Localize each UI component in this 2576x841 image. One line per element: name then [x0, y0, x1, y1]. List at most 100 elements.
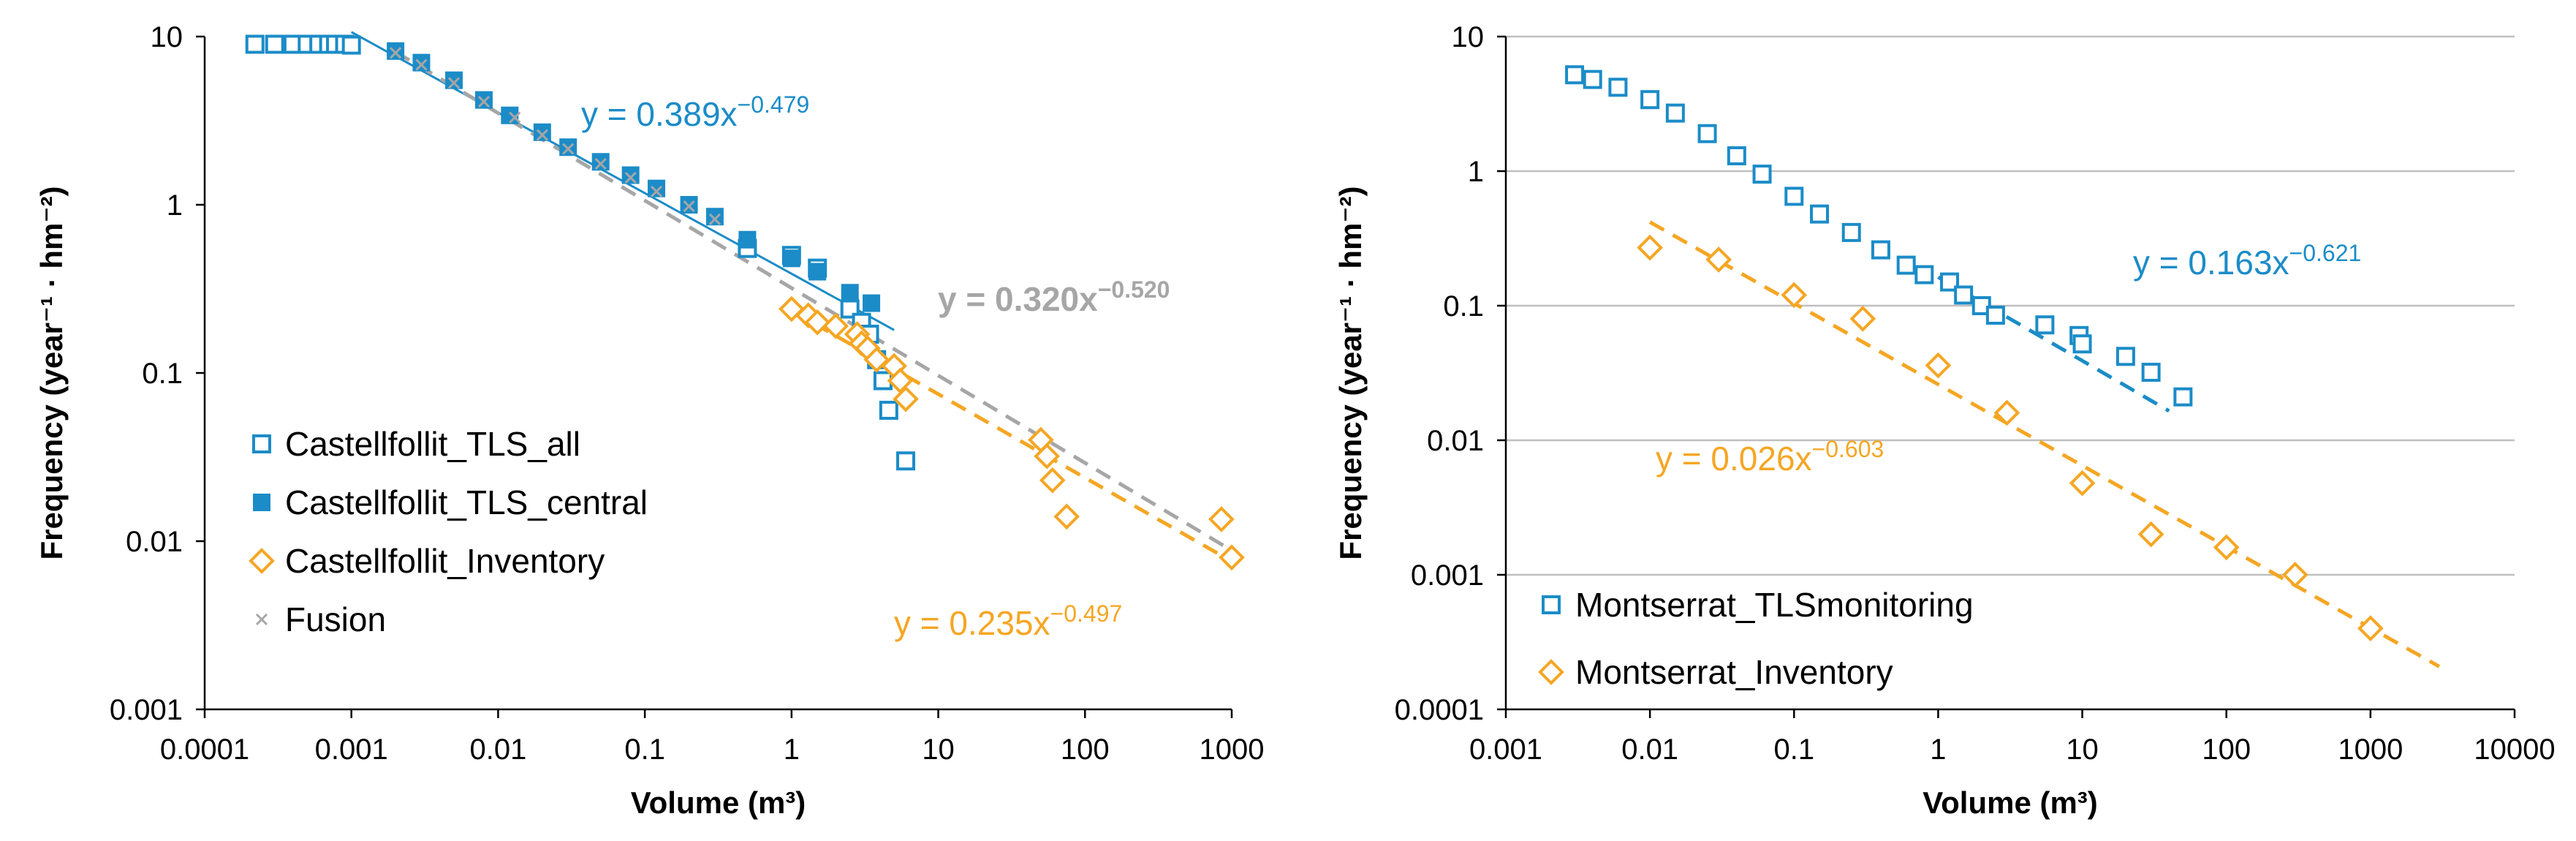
data-point [2115, 347, 2135, 366]
data-point [1871, 240, 1890, 260]
data-point [683, 200, 695, 213]
data-point [2072, 334, 2092, 354]
data-point [1841, 222, 1861, 242]
y-tick-label: 10 [151, 21, 183, 53]
y-tick-label: 0.0001 [1395, 694, 1484, 726]
data-point [501, 106, 519, 124]
y-tick-label: 10 [1452, 21, 1485, 53]
data-point [2141, 363, 2161, 382]
legend: Montserrat_TLSmonitoring Montserrat_Inven… [1538, 586, 1974, 691]
data-point [624, 171, 637, 184]
data-point [1781, 282, 1808, 309]
y-tick-label: 1 [1468, 156, 1484, 188]
legend: Castellfollit_TLS_all Castellfollit_TLS_c… [249, 425, 648, 638]
data-point [474, 91, 493, 109]
legend-marker [249, 548, 275, 574]
data-point [533, 123, 551, 141]
fit-line-tls-fit [1937, 275, 2170, 413]
data-point [2173, 387, 2193, 407]
fit-equation-label: y = 0.235x−0.497 [894, 600, 1122, 642]
x-tick-label: 1000 [1200, 733, 1265, 766]
data-point [1705, 246, 1732, 273]
legend-marker [255, 613, 268, 626]
x-tick-label: 0.001 [315, 733, 388, 766]
data-point [1697, 124, 1717, 143]
fit-equation-label: y = 0.320x−0.520 [938, 276, 1170, 318]
data-point [1849, 306, 1876, 332]
data-point [509, 111, 521, 124]
data-point [562, 143, 575, 155]
series-Castellfollit_Inventory [779, 295, 1245, 571]
y-tick-label: 0.01 [126, 526, 183, 558]
legend-label: Fusion [285, 600, 386, 638]
legend-marker [252, 434, 271, 453]
series-Fusion [390, 47, 721, 225]
x-axis-title: Volume (m³) [1922, 785, 2098, 820]
fit-line-inventory-fit [1648, 220, 2441, 668]
legend-marker [1542, 595, 1561, 614]
data-point [896, 451, 916, 471]
data-point [879, 401, 898, 420]
x-tick-label: 0.0001 [160, 733, 249, 766]
data-point [1039, 467, 1066, 494]
data-point [445, 71, 463, 89]
legend-label: Castellfollit_Inventory [285, 542, 605, 580]
data-point [2357, 615, 2384, 642]
data-point [863, 294, 881, 312]
fit-equation-label: y = 0.389x−0.479 [581, 91, 809, 133]
data-point [387, 42, 405, 60]
series-Montserrat_Inventory [1637, 234, 2384, 642]
x-tick-label: 10 [922, 733, 955, 766]
x-tick-label: 0.1 [624, 733, 665, 766]
x-tick-label: 100 [2202, 733, 2251, 766]
legend-label: Castellfollit_TLS_central [285, 483, 648, 521]
legend-marker [253, 494, 270, 511]
y-tick-label: 0.01 [1427, 425, 1484, 457]
data-point [1034, 442, 1061, 469]
data-point [1954, 285, 1974, 305]
data-point [1640, 90, 1660, 110]
data-point [265, 34, 284, 54]
legend-label: Castellfollit_TLS_all [285, 425, 580, 463]
data-point [1940, 272, 1960, 292]
data-point [650, 185, 663, 197]
data-point [1752, 165, 1772, 184]
data-point [705, 208, 724, 226]
data-point [1985, 305, 2005, 325]
data-point [1784, 186, 1804, 206]
data-point [1565, 65, 1585, 85]
data-point [591, 153, 610, 171]
data-point [2069, 469, 2096, 497]
series-Montserrat_TLSmonitoring [1565, 65, 2193, 407]
data-point [808, 263, 827, 281]
fit-equation-label: y = 0.026x−0.603 [1656, 436, 1884, 478]
data-point [841, 284, 859, 302]
data-point [621, 166, 640, 184]
x-tick-label: 0.001 [1469, 733, 1542, 766]
data-point [390, 47, 402, 59]
data-point [1219, 544, 1245, 571]
x-tick-label: 10 [2066, 733, 2099, 766]
legend-label: Montserrat_Inventory [1575, 653, 1893, 691]
data-point [822, 313, 849, 339]
data-point [245, 34, 265, 54]
legend-marker [1538, 659, 1564, 685]
data-point [1637, 234, 1663, 261]
x-tick-label: 0.01 [1621, 733, 1678, 766]
data-point [782, 249, 800, 268]
data-point [648, 179, 666, 197]
data-point [415, 59, 428, 71]
data-point [477, 95, 490, 108]
series-Castellfollit_TLS_all [245, 34, 916, 471]
legend-label: Montserrat_TLSmonitoring [1575, 586, 1974, 624]
y-tick-label: 0.1 [1443, 290, 1484, 323]
data-point [1583, 69, 1602, 89]
data-point [1608, 78, 1628, 97]
data-point [1208, 506, 1235, 532]
data-point [1665, 103, 1685, 123]
x-tick-label: 1000 [2338, 733, 2403, 766]
chart-montserrat: 0.0001 0.001 0.01 0.1 1 10 0.001 0.01 0.1 1 10 100 1… [1333, 21, 2556, 820]
data-point [1810, 204, 1830, 224]
y-tick-label: 1 [167, 189, 183, 222]
